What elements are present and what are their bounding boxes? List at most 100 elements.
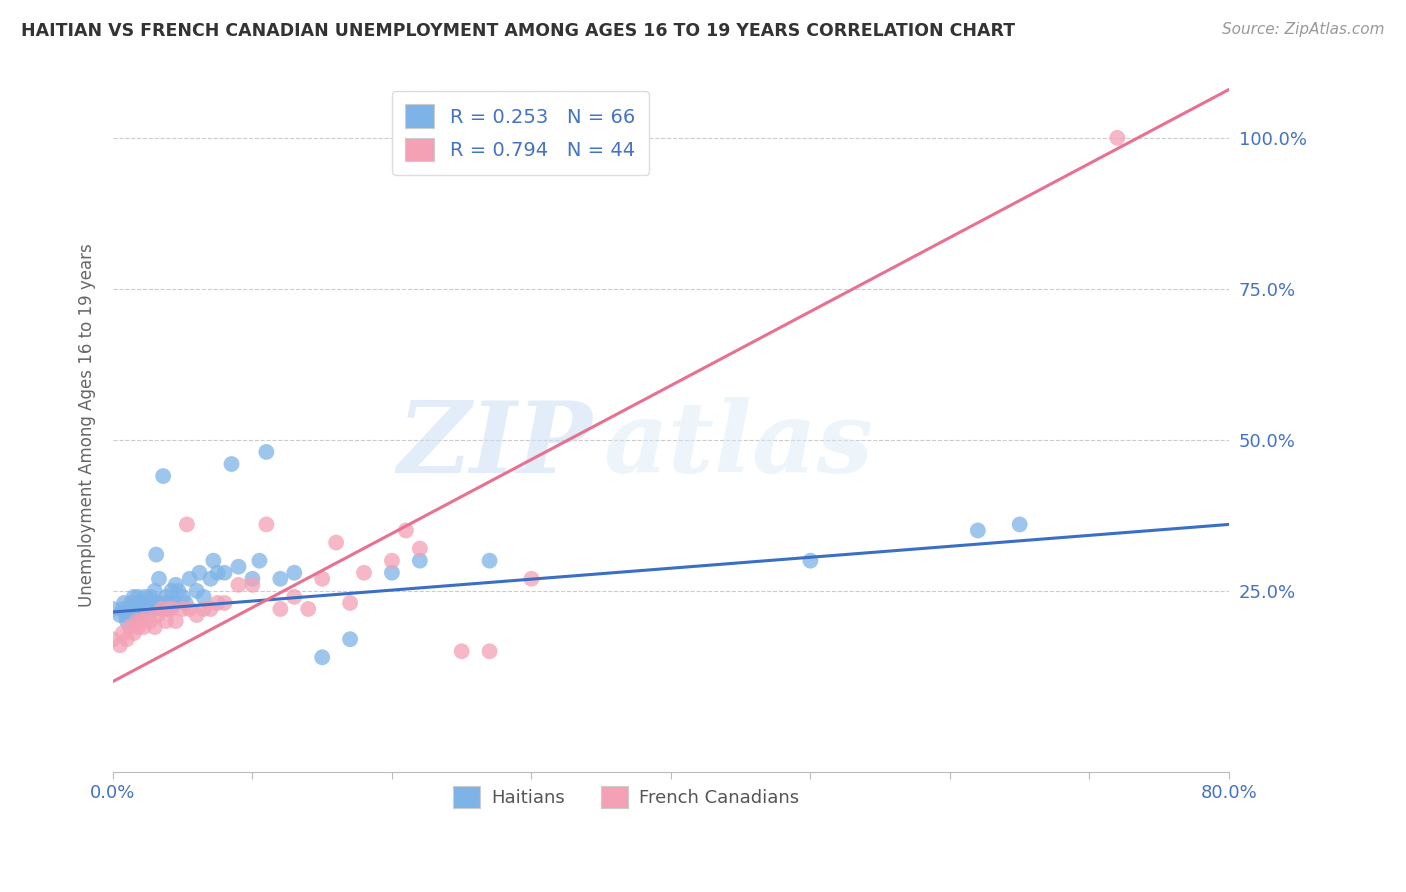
Point [381,566,404,580]
Point [311,650,333,665]
Point [799,554,821,568]
Point [160,583,183,598]
Point [450,644,472,658]
Point [155,614,177,628]
Point [115,602,138,616]
Point [174,596,197,610]
Point [249,554,271,568]
Point [269,572,291,586]
Point [478,644,501,658]
Point [114,607,136,622]
Point [207,566,229,580]
Point [146,607,169,622]
Point [172,590,194,604]
Point [127,620,149,634]
Point [129,614,152,628]
Point [176,517,198,532]
Point [214,596,236,610]
Point [127,596,149,610]
Point [143,602,166,616]
Point [254,445,277,459]
Y-axis label: Unemployment Among Ages 16 to 19 years: Unemployment Among Ages 16 to 19 years [79,243,96,607]
Point [125,614,148,628]
Point [172,602,194,616]
Point [165,614,187,628]
Point [297,602,319,616]
Point [118,620,141,634]
Point [188,566,211,580]
Point [193,590,215,604]
Point [157,596,180,610]
Point [132,620,155,634]
Point [179,602,201,616]
Point [122,607,145,622]
Point [146,596,169,610]
Point [122,590,145,604]
Point [108,638,131,652]
Point [153,596,176,610]
Point [152,469,174,483]
Point [115,632,138,647]
Point [122,626,145,640]
Point [108,607,131,622]
Point [339,596,361,610]
Point [254,517,277,532]
Point [167,583,190,598]
Point [136,596,159,610]
Point [163,596,186,610]
Point [118,602,141,616]
Point [242,578,264,592]
Point [138,602,160,616]
Point [139,614,162,628]
Point [101,602,124,616]
Point [115,614,138,628]
Point [179,572,201,586]
Point [966,524,988,538]
Point [221,457,243,471]
Point [131,602,153,616]
Point [136,607,159,622]
Point [160,602,183,616]
Point [242,572,264,586]
Point [155,590,177,604]
Point [353,566,375,580]
Point [111,602,134,616]
Point [228,578,250,592]
Point [129,607,152,622]
Point [186,583,208,598]
Point [409,541,432,556]
Point [325,535,347,549]
Point [1107,131,1129,145]
Text: HAITIAN VS FRENCH CANADIAN UNEMPLOYMENT AMONG AGES 16 TO 19 YEARS CORRELATION CH: HAITIAN VS FRENCH CANADIAN UNEMPLOYMENT … [21,22,1015,40]
Point [520,572,543,586]
Point [120,596,142,610]
Point [339,632,361,647]
Point [145,548,167,562]
Point [121,602,143,616]
Point [269,602,291,616]
Point [112,596,135,610]
Point [478,554,501,568]
Point [148,572,170,586]
Point [207,596,229,610]
Point [186,607,208,622]
Point [143,583,166,598]
Point [134,590,156,604]
Point [1008,517,1031,532]
Point [193,602,215,616]
Point [129,596,152,610]
Point [128,602,150,616]
Point [409,554,432,568]
Point [228,559,250,574]
Point [165,578,187,592]
Point [139,590,162,604]
Point [157,602,180,616]
Point [157,602,180,616]
Point [125,602,148,616]
Point [143,620,166,634]
Point [202,554,225,568]
Point [101,632,124,647]
Point [141,596,163,610]
Point [200,572,222,586]
Text: ZIP: ZIP [398,397,593,494]
